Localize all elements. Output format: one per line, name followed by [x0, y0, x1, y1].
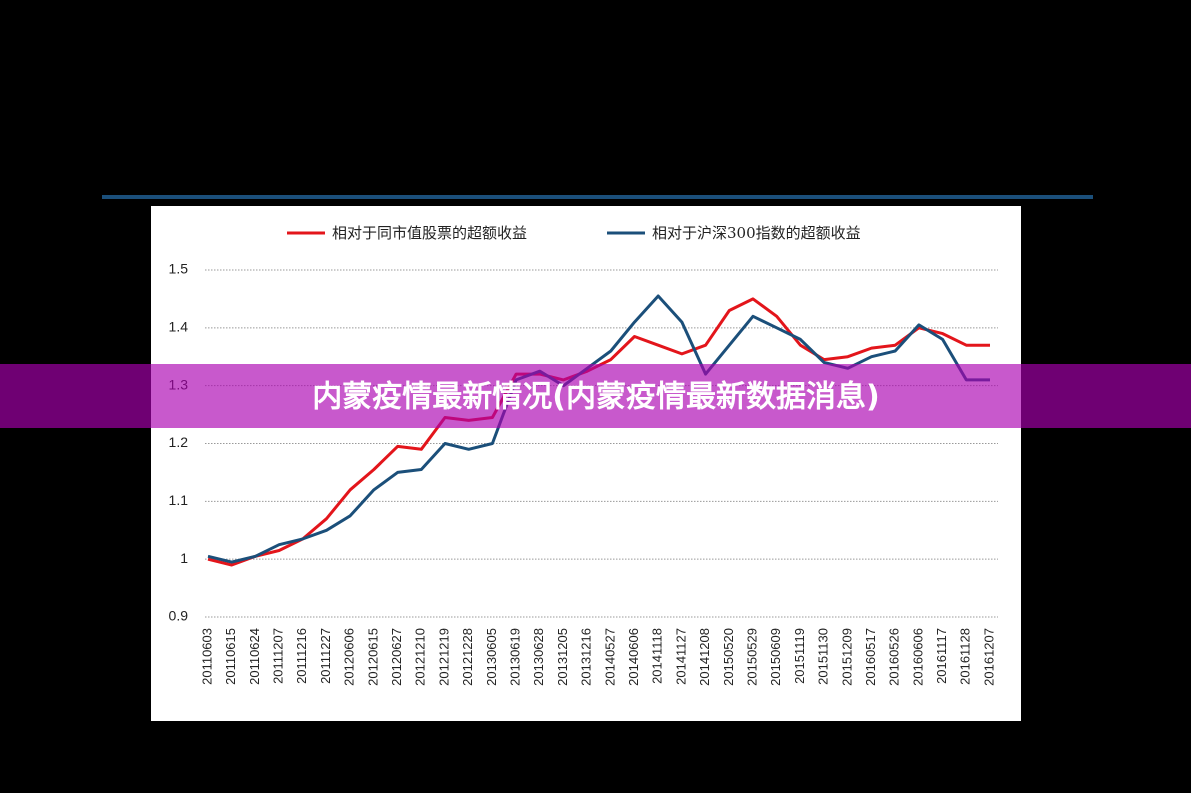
- x-tick-label: 20151209: [839, 628, 854, 686]
- y-tick-label: 0.9: [169, 608, 189, 624]
- legend-label: 相对于同市值股票的超额收益: [332, 224, 527, 242]
- x-tick-label: 20130605: [484, 628, 499, 686]
- x-tick-label: 20161207: [981, 628, 996, 686]
- x-tick-label: 20121219: [436, 628, 451, 686]
- y-tick-label: 1.4: [169, 319, 189, 335]
- x-tick-label: 20131216: [579, 628, 594, 686]
- x-tick-label: 20150529: [744, 628, 759, 686]
- x-tick-label: 20110624: [247, 628, 262, 685]
- series-line: [207, 294, 990, 564]
- x-tick-label: 20141127: [673, 628, 688, 685]
- x-tick-label: 20160606: [910, 628, 925, 686]
- x-tick-label: 20160526: [887, 628, 902, 686]
- y-tick-label: 1.5: [169, 261, 189, 277]
- y-tick-label: 1.1: [169, 492, 189, 508]
- x-tick-label: 20121210: [413, 628, 428, 686]
- x-tick-label: 20151130: [816, 628, 831, 685]
- x-tick-label: 20150609: [768, 628, 783, 686]
- x-tick-label: 20160517: [863, 628, 878, 686]
- banner-title: 内蒙疫情最新情况(内蒙疫情最新数据消息): [312, 380, 879, 415]
- x-tick-label: 20150520: [721, 628, 736, 686]
- x-tick-label: 20141208: [697, 628, 712, 686]
- x-tick-label: 20161128: [958, 628, 973, 685]
- x-tick-label: 20140606: [626, 628, 641, 686]
- x-tick-label: 20131205: [555, 628, 570, 686]
- x-tick-label: 20110615: [223, 628, 238, 685]
- x-tick-label: 20111216: [294, 628, 309, 684]
- x-tick-label: 20121228: [460, 628, 475, 686]
- header-rule: [102, 195, 1093, 199]
- x-tick-label: 20151119: [792, 628, 807, 684]
- x-tick-label: 20111207: [271, 628, 286, 684]
- banner: [0, 364, 1191, 428]
- legend-label: 相对于沪深300指数的超额收益: [652, 224, 861, 242]
- x-tick-label: 20111227: [318, 628, 333, 684]
- y-tick-label: 1.2: [169, 434, 189, 450]
- x-tick-label: 20120606: [342, 628, 357, 686]
- x-tick-label: 20130628: [531, 628, 546, 686]
- y-tick-label: 1: [180, 550, 188, 566]
- x-tick-label: 20120627: [389, 628, 404, 686]
- chart-panel: [151, 206, 1021, 721]
- x-tick-label: 20130619: [507, 628, 522, 686]
- x-tick-label: 20120615: [365, 628, 380, 686]
- x-tick-label: 20110603: [199, 628, 214, 685]
- x-tick-label: 20161117: [934, 628, 949, 684]
- x-tick-label: 20141118: [650, 628, 665, 684]
- x-tick-label: 20140527: [602, 628, 617, 686]
